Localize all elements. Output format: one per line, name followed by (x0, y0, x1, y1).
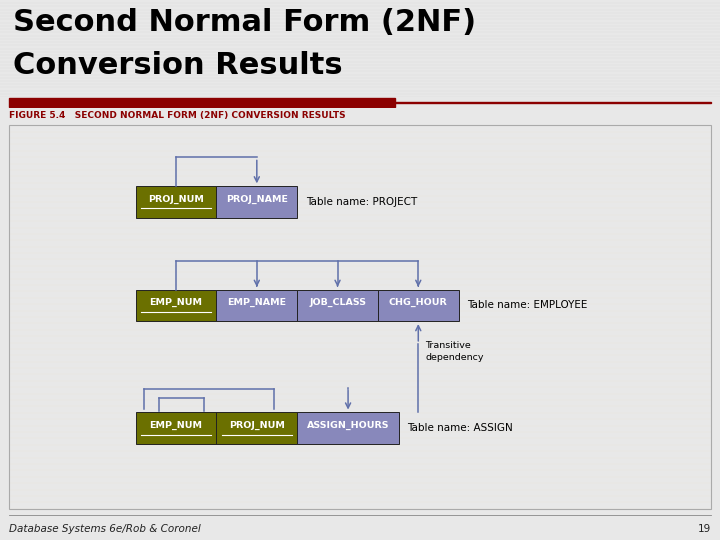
Bar (378, 290, 459, 321)
Text: PROJ_NUM: PROJ_NUM (148, 195, 204, 204)
Text: Table name: ASSIGN: Table name: ASSIGN (408, 423, 513, 433)
Text: EMP_NUM: EMP_NUM (150, 298, 202, 307)
Bar (217, 290, 297, 321)
Text: PROJ_NUM: PROJ_NUM (229, 421, 284, 430)
Bar (297, 290, 378, 321)
Text: Second Normal Form (2NF): Second Normal Form (2NF) (13, 8, 476, 37)
Bar (217, 413, 297, 444)
Text: FIGURE 5.4   SECOND NORMAL FORM (2NF) CONVERSION RESULTS: FIGURE 5.4 SECOND NORMAL FORM (2NF) CONV… (9, 111, 346, 120)
Text: ASSIGN_HOURS: ASSIGN_HOURS (307, 421, 390, 430)
Text: EMP_NUM: EMP_NUM (150, 421, 202, 430)
Bar (135, 290, 217, 321)
Text: Transitive
dependency: Transitive dependency (426, 341, 484, 362)
Bar (9, 98, 395, 107)
Text: Table name: PROJECT: Table name: PROJECT (305, 197, 417, 207)
Text: 19: 19 (698, 524, 711, 534)
Text: EMP_NAME: EMP_NAME (228, 298, 287, 307)
Bar (217, 186, 297, 218)
Bar (395, 102, 711, 104)
Text: JOB_CLASS: JOB_CLASS (309, 298, 366, 307)
Text: CHG_HOUR: CHG_HOUR (389, 298, 448, 307)
Text: Conversion Results: Conversion Results (13, 51, 343, 79)
Bar (297, 413, 399, 444)
Text: Database Systems 6e/Rob & Coronel: Database Systems 6e/Rob & Coronel (9, 524, 201, 534)
Bar (135, 186, 217, 218)
Text: Table name: EMPLOYEE: Table name: EMPLOYEE (467, 300, 588, 310)
Bar (135, 413, 217, 444)
Text: PROJ_NAME: PROJ_NAME (226, 195, 288, 204)
